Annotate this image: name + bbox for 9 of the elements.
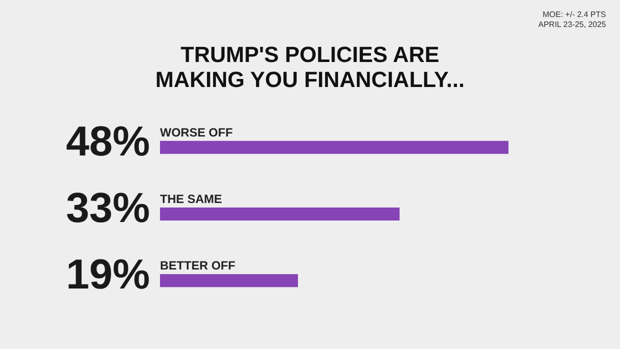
chart-title: TRUMP'S POLICIES ARE MAKING YOU FINANCIALLY... [154,42,466,92]
text: APRIL 23-25, 2025 [538,20,606,30]
text: MOE: +/- 2.4 PTS [542,10,606,20]
y-tick-label: BETTER OFF [160,258,236,273]
data-label: 48% [66,117,150,164]
y-tick-label: WORSE OFF [160,125,233,140]
data-label: 19% [66,250,150,298]
y-tick-label: THE SAME [160,192,222,206]
data-label: 33% [66,184,150,231]
